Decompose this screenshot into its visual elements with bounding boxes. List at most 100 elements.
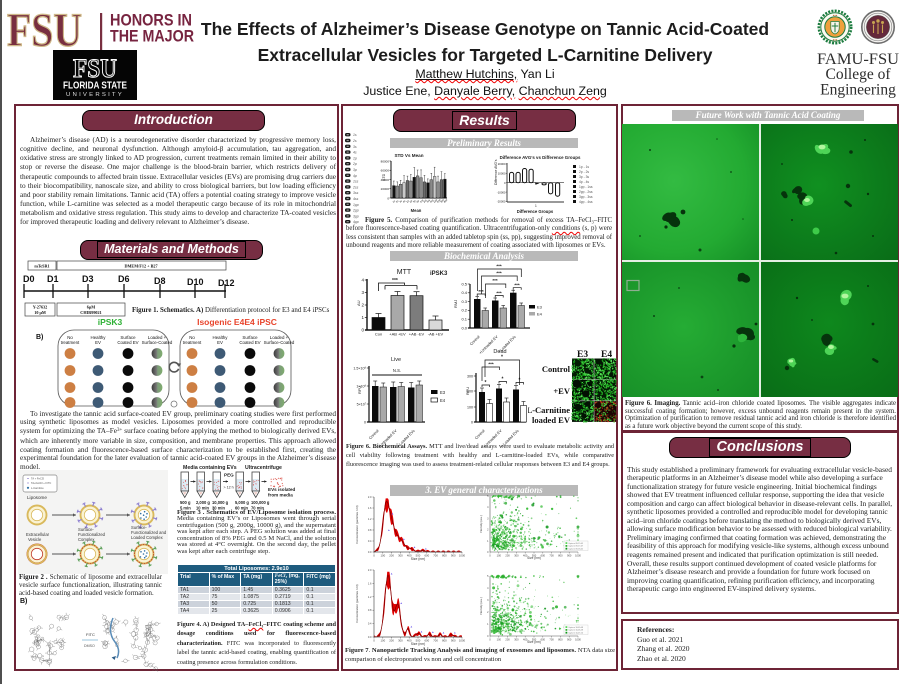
svg-text:Loaded +: Loaded + [148, 335, 167, 340]
svg-text:2.0: 2.0 [368, 495, 372, 499]
svg-text:700: 700 [549, 554, 554, 558]
svg-text:4p: 4p [415, 198, 420, 203]
svg-text:600: 600 [541, 554, 546, 558]
svg-text:0: 0 [487, 551, 489, 554]
svg-text:FSU: FSU [73, 54, 117, 83]
svg-text:Surface-: Surface- [131, 525, 147, 530]
svg-text:0: 0 [387, 196, 389, 200]
svg-text:0.8: 0.8 [368, 528, 372, 532]
svg-text:900: 900 [451, 639, 456, 643]
svg-text:D3: D3 [82, 274, 94, 284]
svg-text:3: 3 [361, 290, 364, 295]
svg-text:Control: Control [469, 335, 481, 347]
svg-text:0.0: 0.0 [368, 550, 372, 554]
svg-text:Liposome: Liposome [27, 495, 47, 500]
svg-text:CHIR99021: CHIR99021 [80, 310, 101, 315]
svg-text:6μM: 6μM [87, 305, 95, 310]
svg-text:800: 800 [442, 639, 447, 643]
svg-text:DMSO: DMSO [84, 644, 95, 648]
svg-text:*: * [501, 355, 503, 361]
svg-text:0.3: 0.3 [461, 299, 467, 304]
svg-text:L-Carnitine: L-Carnitine [528, 405, 570, 415]
svg-text:30 min: 30 min [212, 505, 225, 510]
svg-text:Complex: Complex [78, 537, 95, 542]
svg-text:1.2: 1.2 [368, 517, 372, 521]
svg-text:Extracellular: Extracellular [26, 532, 50, 537]
svg-text:1p: 1p [353, 156, 357, 160]
svg-text:Capture 09-17-07: Capture 09-17-07 [568, 545, 583, 548]
svg-text:Ultracentrifuge: Ultracentrifuge [245, 465, 282, 471]
svg-text:3ss: 3ss [353, 191, 359, 195]
svg-text:100: 100 [380, 554, 385, 558]
svg-text:Healthy: Healthy [213, 335, 229, 340]
svg-text:4: 4 [487, 506, 489, 509]
svg-text:-AB +EV: -AB +EV [428, 332, 444, 337]
svg-text:400: 400 [407, 639, 412, 643]
svg-text:2p: 2p [352, 162, 357, 166]
svg-text:***: *** [392, 278, 398, 284]
svg-text:0: 0 [373, 639, 375, 643]
svg-text:▲: ▲ [391, 512, 394, 516]
svg-text:5: 5 [487, 575, 489, 578]
svg-text:0: 0 [487, 635, 489, 638]
svg-text:▲: ▲ [410, 624, 413, 628]
svg-text:Difference AVG’s vs Difference: Difference AVG’s vs Difference Groups [500, 155, 581, 160]
svg-text:0.1: 0.1 [461, 317, 467, 322]
svg-text:Intensity (a.u.): Intensity (a.u.) [479, 597, 483, 615]
svg-text:Capture 10-05-08: Capture 10-05-08 [568, 626, 583, 629]
svg-text:100: 100 [467, 405, 473, 409]
svg-text:400: 400 [523, 554, 528, 558]
svg-text:D6: D6 [118, 274, 130, 284]
svg-text:Engineering: Engineering [820, 82, 896, 99]
svg-text:*: * [485, 380, 487, 386]
svg-text:No: No [67, 335, 73, 340]
svg-text:10 min: 10 min [196, 505, 209, 510]
svg-text:Con: Con [375, 332, 382, 337]
svg-text:2pp - 2ss: 2pp - 2ss [579, 190, 593, 194]
svg-text:+EV: +EV [553, 386, 571, 396]
svg-text:▲: ▲ [390, 571, 393, 575]
svg-text:STD: STD [382, 173, 386, 181]
svg-text:> 12 h: > 12 h [224, 486, 234, 490]
svg-text:4: 4 [487, 587, 489, 590]
svg-text:Control: Control [474, 429, 486, 441]
svg-text:400: 400 [407, 554, 412, 558]
svg-text:THE MAJOR: THE MAJOR [110, 28, 194, 46]
svg-text:Coated EV: Coated EV [239, 340, 260, 345]
svg-text:0: 0 [504, 181, 506, 185]
svg-text:800: 800 [558, 554, 563, 558]
svg-text:10 μM: 10 μM [34, 310, 46, 315]
svg-text:Healthy: Healthy [91, 335, 107, 340]
svg-text:0: 0 [489, 638, 491, 642]
svg-text:0.5: 0.5 [461, 281, 467, 286]
svg-text:N.S.: N.S. [393, 368, 401, 373]
svg-text:1p - 1s: 1p - 1s [579, 165, 589, 169]
svg-text:60 min: 60 min [235, 505, 248, 510]
svg-text:Control: Control [368, 429, 380, 441]
svg-text:Concentration (particles / ml): Concentration (particles / ml) [355, 505, 359, 543]
svg-text:***: *** [514, 283, 520, 288]
svg-text:2ss: 2ss [352, 185, 359, 189]
svg-text:2.0: 2.0 [368, 568, 372, 572]
svg-text:5,000 g: 5,000 g [235, 500, 249, 505]
svg-text:FSU: FSU [7, 6, 82, 54]
svg-text:●●●: ●●● [833, 39, 838, 42]
svg-text:Loaded Complex: Loaded Complex [131, 535, 164, 540]
svg-text:-20000: -20000 [497, 200, 506, 204]
svg-text:FAMU-FSU: FAMU-FSU [817, 51, 899, 68]
svg-text:1000: 1000 [459, 639, 466, 643]
svg-text:60000: 60000 [381, 169, 390, 173]
svg-text:Surface: Surface [242, 335, 258, 340]
svg-text:Capture 10-06-58: Capture 10-06-58 [568, 629, 583, 632]
svg-text:1.6: 1.6 [368, 581, 372, 585]
svg-text:E3: E3 [577, 350, 588, 360]
svg-text:10000: 10000 [498, 172, 506, 176]
svg-text:1: 1 [361, 315, 364, 320]
svg-text:EV: EV [217, 340, 223, 345]
svg-text:D0: D0 [23, 274, 35, 284]
svg-text:Coated EV: Coated EV [117, 340, 138, 345]
svg-text:700: 700 [549, 638, 554, 642]
svg-text:1.5×10⁸: 1.5×10⁸ [353, 366, 366, 370]
svg-text:TA+FeCl3 + FITC: TA+FeCl3 + FITC [31, 481, 51, 485]
svg-text:RFU: RFU [357, 386, 362, 394]
